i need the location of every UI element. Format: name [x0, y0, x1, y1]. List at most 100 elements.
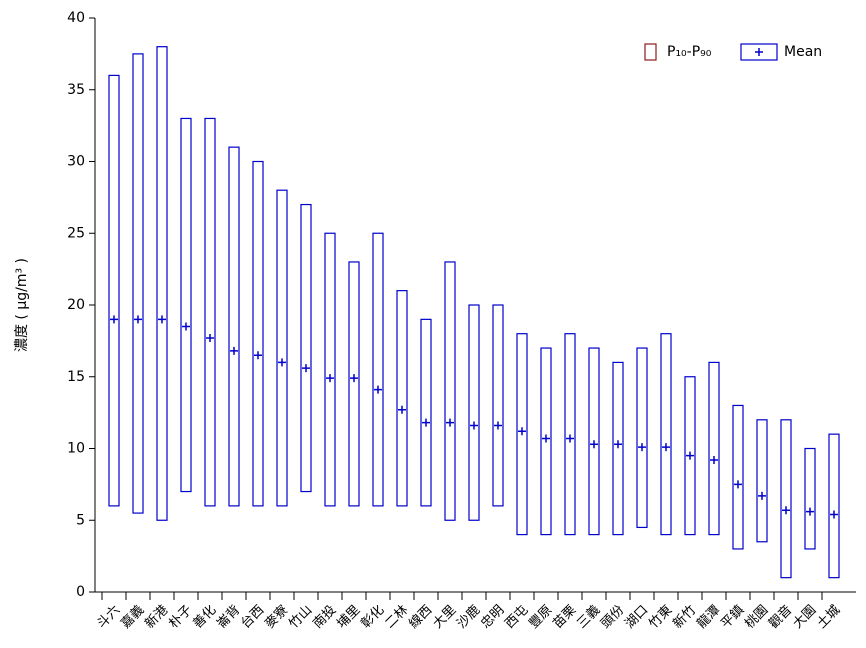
- range-box: [684, 376, 696, 536]
- mean-marker: [758, 491, 766, 500]
- x-tick-label: 新竹: [670, 602, 700, 632]
- range-box: [828, 433, 840, 579]
- mean-marker: [374, 385, 382, 394]
- x-tick-label: 斗六: [94, 603, 123, 632]
- mean-marker: [398, 405, 406, 414]
- x-tick-label: 朴子: [166, 603, 195, 632]
- mean-marker: [302, 364, 310, 373]
- legend-label: P₁₀-P₉₀: [667, 44, 712, 60]
- y-tick-label: 5: [76, 512, 85, 528]
- x-tick-label: 竹東: [646, 602, 676, 632]
- mean-marker: [590, 440, 598, 449]
- mean-marker: [278, 358, 286, 367]
- range-box: [324, 232, 336, 507]
- range-box: [372, 232, 384, 507]
- x-tick-label: 龍潭: [694, 602, 724, 632]
- mean-marker: [110, 315, 118, 324]
- range-box: [300, 203, 312, 493]
- y-tick-label: 25: [67, 225, 85, 241]
- range-box: [780, 419, 792, 579]
- mean-marker: [782, 506, 790, 515]
- mean-marker: [830, 510, 838, 519]
- range-box: [348, 261, 360, 507]
- x-tick-label: 苗栗: [550, 603, 579, 632]
- x-tick-label: 竹山: [286, 603, 315, 632]
- x-tick-label: 彰化: [358, 602, 388, 632]
- range-box: [420, 318, 432, 507]
- mean-marker: [494, 421, 502, 430]
- y-tick-label: 30: [67, 154, 85, 170]
- x-tick-label: 土城: [814, 603, 843, 632]
- range-box: [612, 361, 624, 536]
- x-tick-label: 觀音: [766, 602, 796, 632]
- x-tick-label: 嘉義: [118, 602, 148, 632]
- mean-marker: [542, 434, 550, 443]
- mean-marker: [326, 374, 334, 383]
- range-box: [180, 117, 192, 493]
- range-box: [468, 304, 480, 521]
- range-box: [564, 333, 576, 536]
- range-box: [444, 261, 456, 521]
- range-box: [252, 160, 264, 507]
- legend-swatch: [740, 43, 778, 61]
- range-box: [540, 347, 552, 536]
- y-tick-label: 40: [67, 10, 85, 26]
- x-tick-label: 善化: [190, 602, 220, 632]
- x-tick-label: 頭份: [598, 603, 627, 632]
- mean-marker: [422, 418, 430, 427]
- y-tick-label: 10: [67, 441, 85, 457]
- y-tick-label: 20: [67, 297, 85, 313]
- range-box: [588, 347, 600, 536]
- range-box: [492, 304, 504, 507]
- x-tick-label: 新港: [142, 602, 172, 632]
- x-tick-label: 大園: [790, 603, 819, 632]
- range-box: [228, 146, 240, 507]
- range-box: [156, 46, 168, 521]
- x-tick-label: 大里: [430, 603, 459, 632]
- x-tick-label: 忠明: [478, 603, 507, 632]
- mean-marker: [710, 455, 718, 464]
- mean-marker: [182, 322, 190, 331]
- mean-marker: [614, 440, 622, 449]
- range-box: [396, 290, 408, 507]
- mean-marker: [134, 315, 142, 324]
- range-box: [108, 74, 120, 507]
- mean-marker: [638, 443, 646, 452]
- mean-marker: [662, 443, 670, 452]
- x-tick-label: 西屯: [502, 603, 531, 632]
- mean-marker: [158, 315, 166, 324]
- y-axis-label: 濃度 ( μg/m³ ): [14, 258, 30, 352]
- mean-marker: [734, 480, 742, 489]
- mean-marker: [206, 334, 214, 343]
- x-tick-label: 三義: [574, 602, 604, 632]
- mean-marker: [806, 507, 814, 516]
- range-box: [660, 333, 672, 536]
- mean-marker: [254, 351, 262, 360]
- range-box: [756, 419, 768, 543]
- y-tick-label: 35: [67, 82, 85, 98]
- mean-marker: [446, 418, 454, 427]
- range-box: [132, 53, 144, 514]
- x-tick-label: 平鎮: [718, 602, 748, 632]
- y-tick-label: 0: [76, 584, 85, 600]
- mean-marker: [470, 421, 478, 430]
- x-tick-label: 桃園: [742, 603, 771, 632]
- mean-marker: [566, 434, 574, 443]
- mean-marker: [686, 451, 694, 460]
- x-tick-label: 二林: [382, 603, 411, 632]
- legend-swatch: [644, 43, 657, 61]
- x-tick-label: 麥寮: [262, 602, 292, 632]
- range-box: [516, 333, 528, 536]
- x-tick-label: 線西: [406, 602, 436, 632]
- x-tick-label: 崙背: [214, 603, 243, 632]
- x-tick-label: 豐原: [526, 603, 555, 632]
- range-box: [204, 117, 216, 507]
- range-box: [804, 447, 816, 550]
- mean-marker: [518, 427, 526, 436]
- x-tick-label: 湖口: [622, 603, 651, 632]
- x-tick-label: 台西: [238, 603, 267, 632]
- x-tick-label: 埔里: [334, 603, 363, 632]
- x-tick-label: 南投: [310, 602, 340, 632]
- x-tick-label: 沙鹿: [454, 602, 484, 632]
